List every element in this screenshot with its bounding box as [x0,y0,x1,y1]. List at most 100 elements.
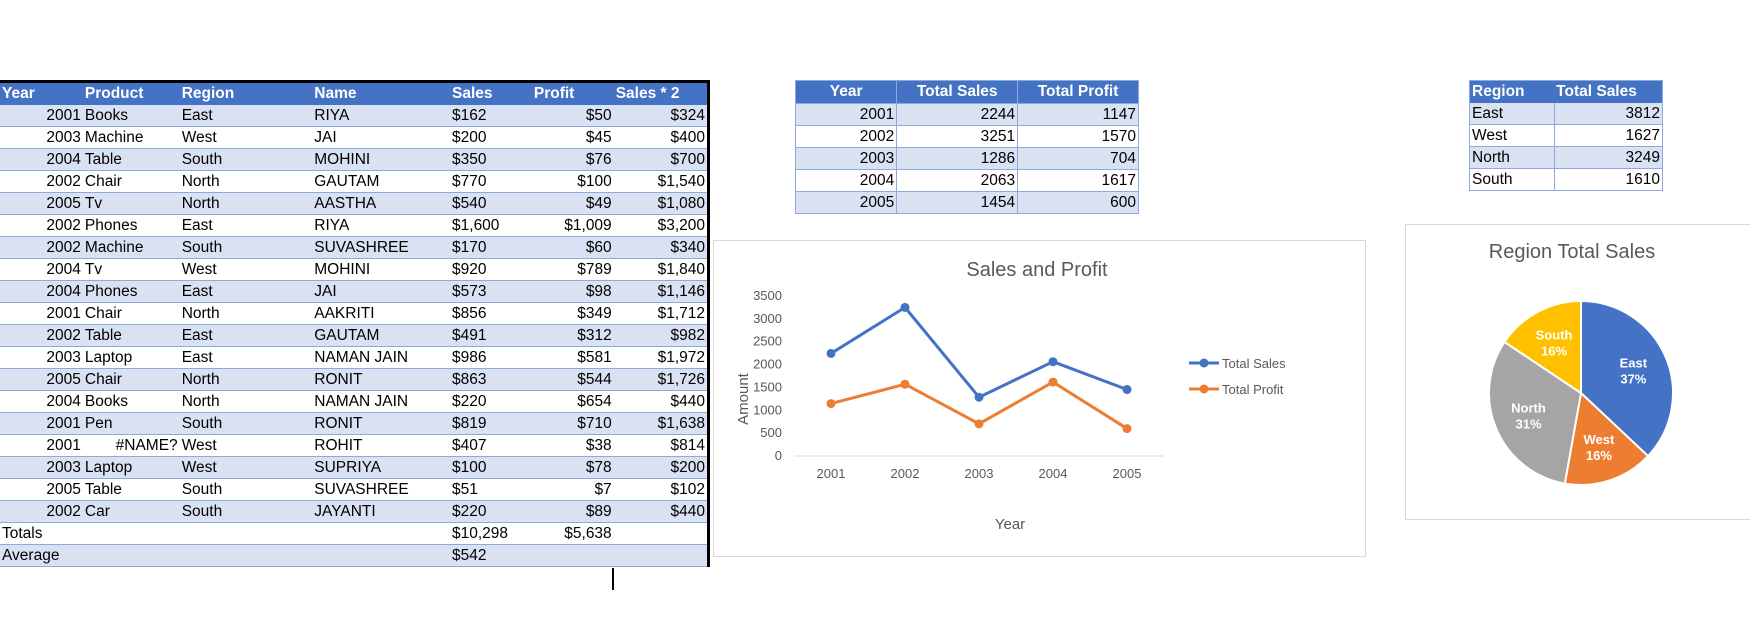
table-cell[interactable]: $340 [613,236,710,259]
pie-slice[interactable] [1503,299,1582,395]
table-cell[interactable]: 2004 [0,280,83,303]
table-cell[interactable]: $700 [613,148,710,171]
table-cell[interactable]: 1610 [1553,168,1664,191]
table-cell[interactable]: $45 [531,126,614,149]
table-cell[interactable]: 2003 [0,126,83,149]
table-cell[interactable]: 2002 [0,214,83,237]
table-cell[interactable]: $819 [450,412,532,435]
table-cell[interactable]: 2005 [0,478,83,501]
table-cell[interactable]: RIYA [312,214,451,237]
table-cell[interactable]: Car [82,500,180,523]
table-cell[interactable]: $49 [531,192,614,215]
table-cell[interactable]: NAMAN JAIN [312,346,451,369]
table-cell[interactable]: West [179,126,313,149]
pie-slice[interactable] [1563,391,1650,486]
table-cell[interactable]: $78 [531,456,614,479]
table-cell[interactable]: GAUTAM [312,170,451,193]
table-cell[interactable]: 3251 [896,125,1019,148]
data-point[interactable] [826,348,836,358]
table-cell[interactable]: SUPRIYA [312,456,451,479]
table-cell[interactable]: GAUTAM [312,324,451,347]
table-cell[interactable]: $89 [531,500,614,523]
table-cell[interactable]: 1617 [1017,169,1139,192]
table-cell[interactable]: 3812 [1553,103,1664,125]
table-cell[interactable]: $102 [613,478,710,501]
header-cell[interactable]: Region [179,81,313,105]
table-cell[interactable]: 2005 [794,191,898,214]
table-cell[interactable]: $1,540 [613,170,710,193]
data-point[interactable] [1048,357,1058,367]
table-cell[interactable]: South [179,148,313,171]
table-cell[interactable]: $986 [450,346,532,369]
pie-slice[interactable] [1580,299,1674,458]
table-cell[interactable]: $50 [531,105,614,127]
table-cell[interactable]: $1,146 [613,280,710,303]
table-cell[interactable]: $3,200 [613,214,710,237]
data-point[interactable] [900,379,910,389]
data-point[interactable] [900,302,910,312]
table-cell[interactable]: $98 [531,280,614,303]
table-cell[interactable]: 2001 [0,412,83,435]
table-cell[interactable]: MOHINI [312,148,451,171]
table-cell[interactable]: $200 [613,456,710,479]
table-cell[interactable]: 2002 [0,500,83,523]
table-cell[interactable]: $491 [450,324,532,347]
table-cell[interactable]: $540 [450,192,532,215]
data-point[interactable] [1122,424,1132,434]
table-cell[interactable]: South [179,500,313,523]
table-cell[interactable]: $324 [613,105,710,127]
table-cell[interactable]: North [179,170,313,193]
table-cell[interactable]: JAI [312,280,451,303]
table-cell[interactable]: JAI [312,126,451,149]
table-cell[interactable]: RIYA [312,105,451,127]
pie-slice[interactable] [1488,340,1583,485]
table-cell[interactable]: 2004 [0,148,83,171]
series-line[interactable] [830,305,1128,399]
table-cell[interactable]: 3249 [1553,146,1664,169]
table-cell[interactable]: $400 [613,126,710,149]
table-cell[interactable]: Pen [82,412,180,435]
table-cell[interactable]: Machine [82,126,180,149]
table-cell[interactable]: $51 [450,478,532,501]
table-cell[interactable]: East [179,324,313,347]
table-cell[interactable]: 1570 [1017,125,1139,148]
table-cell[interactable]: $220 [450,390,532,413]
table-cell[interactable]: $200 [450,126,532,149]
table-cell[interactable]: $654 [531,390,614,413]
data-point[interactable] [1122,385,1132,395]
table-cell[interactable]: 2002 [0,170,83,193]
table-cell[interactable]: North [179,302,313,325]
table-cell[interactable]: $544 [531,368,614,391]
table-cell[interactable]: $1,009 [531,214,614,237]
table-cell[interactable]: 704 [1017,147,1139,170]
table-cell[interactable]: 2003 [0,456,83,479]
table-cell[interactable]: 2001 [0,105,83,127]
header-cell[interactable]: Total Sales [896,80,1019,104]
table-cell[interactable]: $60 [531,236,614,259]
table-cell[interactable]: $863 [450,368,532,391]
table-cell[interactable]: ROHIT [312,434,451,457]
table-cell[interactable]: $7 [531,478,614,501]
table-cell[interactable]: Machine [82,236,180,259]
table-cell[interactable]: $581 [531,346,614,369]
table-cell[interactable]: Phones [82,214,180,237]
table-cell[interactable]: 2001 [794,103,898,126]
table-cell[interactable]: $982 [613,324,710,347]
header-cell[interactable]: Year [0,81,83,105]
header-cell[interactable]: Profit [531,81,614,105]
table-cell[interactable]: 2005 [0,368,83,391]
table-cell[interactable]: Laptop [82,456,180,479]
table-cell[interactable]: 2002 [0,236,83,259]
table-cell[interactable]: $170 [450,236,532,259]
table-cell[interactable]: $220 [450,500,532,523]
header-cell[interactable]: Total Sales [1554,80,1663,103]
table-cell[interactable]: West [179,434,313,457]
table-cell[interactable]: Chair [82,170,180,193]
table-cell[interactable]: $100 [531,170,614,193]
table-cell[interactable]: Table [82,324,180,347]
table-cell[interactable]: East [179,105,313,127]
table-cell[interactable]: $770 [450,170,532,193]
table-cell[interactable]: $1,726 [613,368,710,391]
header-cell[interactable]: Sales * 2 [613,81,710,105]
table-cell[interactable]: 1147 [1017,103,1139,126]
